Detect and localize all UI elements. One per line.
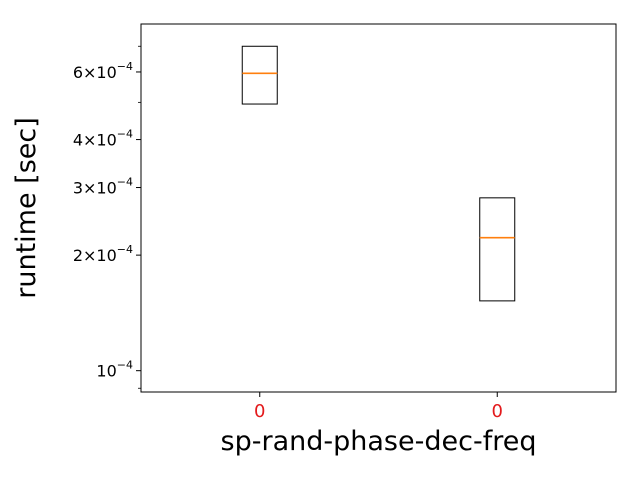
box-1 — [241, 45, 278, 105]
plot-area — [140, 23, 617, 393]
y-tick-label-5: 6×10−4 — [73, 60, 133, 82]
y-axis-label: runtime [sec] — [11, 117, 42, 299]
x-tick-label-2: 0 — [492, 401, 503, 422]
y-tick-label-1: 10−4 — [96, 359, 133, 381]
x-tick-label-1: 0 — [254, 401, 265, 422]
x-axis-label: sp-rand-phase-dec-freq — [221, 426, 537, 457]
y-tick-label-4: 4×10−4 — [73, 128, 133, 150]
box-2 — [479, 197, 516, 302]
y-tick-label-2: 2×10−4 — [73, 243, 133, 265]
y-tick-label-3: 3×10−4 — [73, 176, 133, 198]
y-ticks-group: 10−4 2×10−4 3×10−4 4×10−4 6×10−4 — [73, 45, 141, 389]
boxes-group — [241, 45, 516, 302]
